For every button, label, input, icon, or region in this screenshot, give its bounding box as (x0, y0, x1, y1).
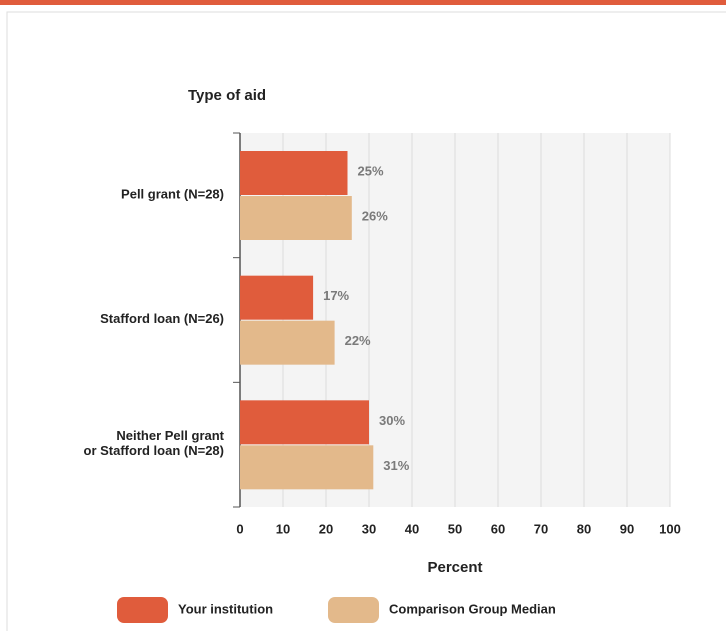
label-line: Stafford loan (N=26) (100, 311, 224, 326)
legend-swatch (328, 597, 379, 623)
value-label: 31% (383, 458, 409, 473)
legend-label: Your institution (178, 601, 273, 616)
x-tick-label: 60 (491, 521, 505, 536)
value-label: 30% (379, 413, 405, 428)
label-line: Pell grant (N=28) (121, 187, 224, 202)
x-tick-label: 70 (534, 521, 548, 536)
bar (240, 400, 369, 445)
x-tick-label: 0 (236, 521, 243, 536)
x-tick-label: 80 (577, 521, 591, 536)
top-bar (0, 0, 726, 5)
label-line: Neither Pell grant (116, 429, 224, 444)
value-label: 17% (323, 288, 349, 303)
bar (240, 320, 335, 365)
x-tick-label: 100 (659, 521, 681, 536)
x-axis-label: Percent (427, 559, 482, 576)
y-tick-label: Neither Pell grant or Stafford loan (N=28… (84, 429, 225, 459)
x-tick-label: 30 (362, 521, 376, 536)
legend-label: Comparison Group Median (389, 601, 556, 616)
value-label: 25% (358, 163, 384, 178)
y-tick-label: Pell grant (N=28) (121, 187, 224, 202)
y-tick-label: Stafford loan (N=26) (100, 311, 224, 326)
x-tick-label: 40 (405, 521, 419, 536)
panel-border (6, 11, 726, 631)
x-tick-label: 50 (448, 521, 462, 536)
value-label: 22% (345, 333, 371, 348)
bar (240, 445, 374, 490)
chart-title: Type of aid (188, 87, 266, 104)
bar (240, 196, 352, 240)
x-tick-label: 20 (319, 521, 333, 536)
bar (240, 275, 314, 320)
bar (240, 151, 348, 195)
legend-swatch (117, 597, 168, 623)
x-tick-label: 90 (620, 521, 634, 536)
value-label: 26% (362, 208, 388, 223)
label-line: or Stafford loan (N=28) (84, 444, 225, 459)
x-tick-label: 10 (276, 521, 290, 536)
